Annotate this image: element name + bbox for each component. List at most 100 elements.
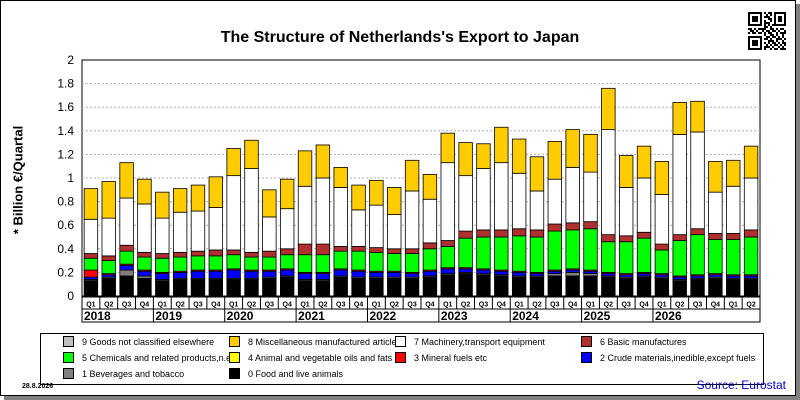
bar-segment-8-35 [708,161,723,193]
x-tick-label: Q1 [300,302,309,309]
bar-segment-6-23 [494,229,509,238]
x-tick-label: Q3 [622,302,631,309]
bar-segment-6-34 [690,228,705,236]
bar-segment-8-8 [226,148,241,177]
legend-swatch [229,336,240,347]
y-tick-label: 0.8 [57,195,74,209]
bar-segment-1-27 [565,271,580,277]
bar-segment-6-22 [476,229,491,238]
bar-segment-6-20 [440,240,455,247]
bar-segment-0-21 [458,273,473,297]
bar-segment-0-0 [83,280,99,297]
x-tick-label: Q4 [568,302,577,309]
bar-segment-8-11 [279,178,295,210]
bar-segment-5-24 [511,235,527,272]
bar-segment-8-30 [619,155,634,188]
bar-segment-5-34 [690,234,705,276]
bar-segment-0-37 [743,279,759,297]
y-tick-label: 1.6 [57,100,74,114]
bar-segment-6-35 [708,233,723,240]
bar-segment-2-20 [440,268,455,274]
x-tick-label: Q4 [711,302,720,309]
bar-segment-8-20 [440,132,455,164]
legend-swatch [395,336,406,347]
bar-segment-3-0 [83,269,99,278]
source-link[interactable]: Source: Eurostat [696,378,786,392]
year-label: 2018 [84,309,111,323]
bar-segment-6-14 [333,246,348,252]
bar-segment-7-36 [726,185,741,234]
bar-segment-2-7 [208,270,223,279]
legend: 9 Goods not classified elsewhere 8 Miscel… [40,333,764,385]
bar-segment-7-7 [208,207,223,251]
bar-segment-0-4 [155,280,170,297]
bar-segment-0-28 [583,275,598,297]
bar-segment-0-11 [279,276,295,297]
legend-label: 1 Beverages and tobacco [82,368,185,379]
bar-segment-2-15 [351,270,366,278]
bar-segment-5-5 [172,256,188,272]
bar-segment-0-7 [208,279,223,297]
bar-segment-0-35 [708,277,723,297]
bar-segment-5-33 [672,240,687,277]
bar-segment-0-32 [654,277,670,297]
legend-label: 4 Animal and vegetable oils and fats [248,352,393,363]
bar-segment-5-22 [476,236,491,270]
bar-segment-5-12 [297,254,313,273]
bar-segment-8-7 [208,176,223,208]
bar-segment-7-23 [494,162,509,231]
y-tick-label: 0 [67,289,74,303]
bar-segment-6-16 [369,247,384,253]
x-tick-label: Q2 [675,302,684,309]
bar-segment-7-20 [440,162,455,241]
bar-segment-8-22 [476,143,491,169]
date-stamp: 28.8.2026 [22,383,54,390]
bar-segment-2-3 [137,270,152,277]
x-tick-label: Q3 [550,302,559,309]
bar-segment-0-27 [565,275,580,297]
year-label: 2026 [655,309,682,323]
bar-segment-5-14 [333,250,348,270]
bar-segment-2-24 [511,271,527,277]
bar-segment-6-17 [387,248,402,254]
chart-title: The Structure of Netherlands's Export to… [220,29,580,46]
x-tick-label: Q1 [372,302,381,309]
legend-item: 1 Beverages and tobacco [63,368,184,379]
bar-segment-7-37 [743,177,759,231]
bar-segment-8-12 [297,150,313,187]
x-tick-label: Q1 [443,302,452,309]
bar-segment-0-16 [369,277,384,297]
x-tick-label: Q1 [729,302,738,309]
bar-segment-8-25 [529,156,545,192]
bar-segment-7-4 [155,217,170,254]
x-tick-label: Q4 [140,302,149,309]
bar-segment-0-23 [494,275,509,297]
x-tick-label: Q3 [479,302,488,309]
legend-item: 6 Basic manufactures [581,336,687,347]
bar-segment-5-2 [119,250,134,265]
bar-segment-6-19 [422,242,438,250]
bar-segment-7-26 [547,178,562,225]
bar-segment-7-27 [565,166,580,224]
year-label: 2019 [155,309,182,323]
legend-swatch [581,336,592,347]
qr-code-icon [748,12,786,50]
bar-segment-6-25 [529,229,545,238]
legend-label: 2 Crude materials,inedible,except fuels [600,352,756,363]
bar-segment-5-26 [547,230,562,271]
year-label: 2022 [369,309,396,323]
bar-segment-0-5 [172,279,188,297]
bar-segment-2-4 [155,273,170,280]
y-tick-label: 2 [67,53,74,67]
x-tick-label: Q1 [86,302,95,309]
x-tick-label: Q4 [639,302,648,309]
x-tick-label: Q2 [746,302,755,309]
bar-segment-7-5 [172,211,188,253]
x-tick-label: Q2 [461,302,470,309]
x-tick-label: Q1 [514,302,523,309]
legend-label: 9 Goods not classified elsewhere [82,336,215,347]
bar-segment-8-27 [565,129,580,168]
x-tick-label: Q2 [104,302,113,309]
bar-segment-2-19 [422,270,438,277]
